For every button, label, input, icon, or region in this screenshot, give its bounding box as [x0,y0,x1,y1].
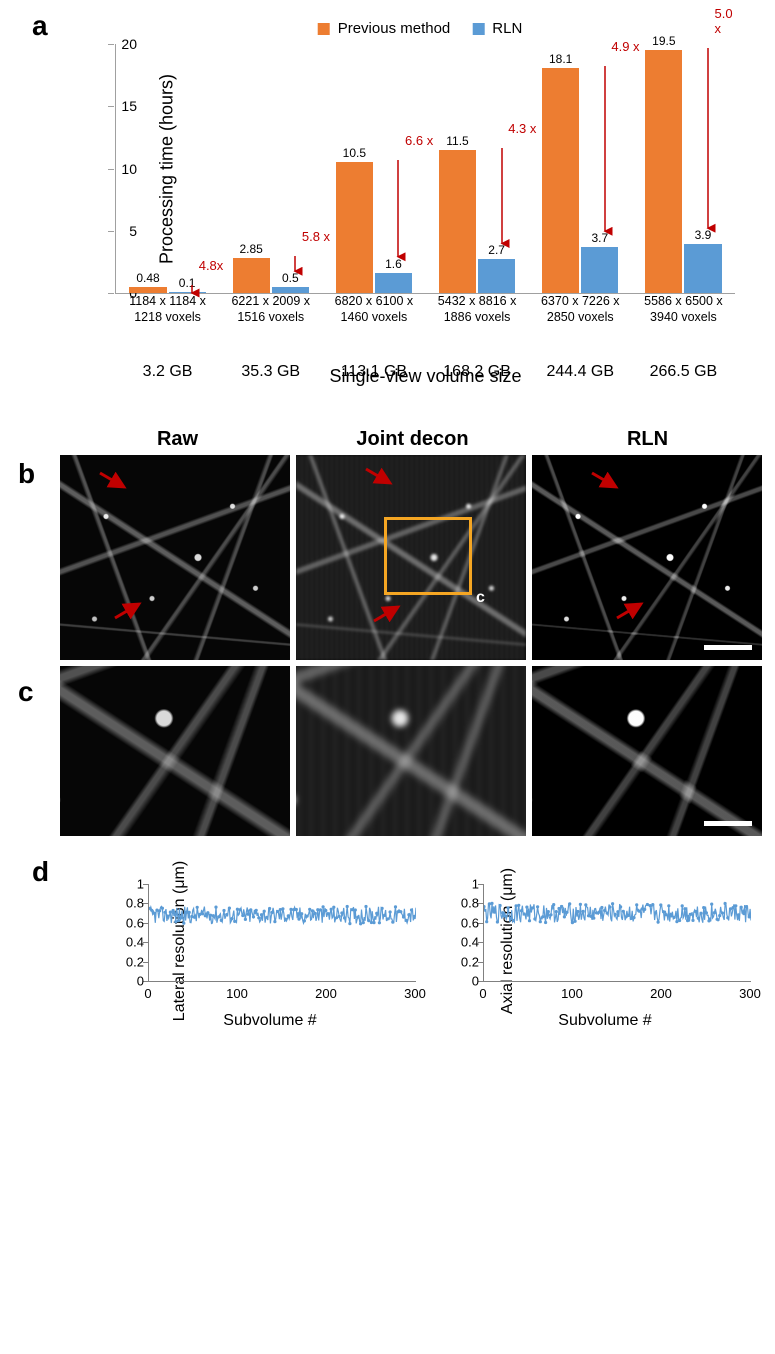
red-arrow-icon [374,603,404,623]
mini-ytick-label: 0.4 [461,935,479,950]
red-arrow-icon [100,473,130,491]
column-headers: Raw Joint decon RLN [10,428,765,451]
scalebar [704,821,752,826]
speedup-arrow-icon [601,66,621,241]
bar-rln [375,273,412,293]
processing-time-chart: Previous method RLN Processing time (hou… [85,20,755,400]
speedup-label: 5.0 x [715,6,735,36]
category-label: 1184 x 1184 x1218 voxels3.2 GB [113,293,223,382]
bar-value-label: 11.5 [439,134,476,148]
axial-resolution-plot: Axial resolution (μm) Subvolume # 00.20.… [455,876,755,1006]
speedup-label: 4.3 x [508,121,536,136]
mini-ytick-label: 0 [472,974,479,989]
micro-c-decon [296,666,526,836]
panel-a: a Previous method RLN Processing time (h… [10,10,765,410]
micro-b-rln [532,455,762,660]
resolution-trace [149,884,416,981]
chart-ylabel: Processing time (hours) [157,73,178,263]
bar-rln [478,259,515,293]
bar-value-label: 18.1 [542,52,579,66]
mini-ytick-label: 0.8 [126,896,144,911]
category-label: 6820 x 6100 x1460 voxels113.1 GB [319,293,429,382]
row-b: c [10,455,765,660]
panel-d: d Lateral resolution (μm) Subvolume # 00… [10,856,765,1051]
mini-xtick-label: 100 [561,986,583,1001]
micro-b-decon: c [296,455,526,660]
scalebar [704,645,752,650]
bar-value-label: 0.48 [129,271,166,285]
mini-xtick-label: 0 [144,986,151,1001]
ytick-label: 5 [107,223,137,239]
bar-previous [439,150,476,293]
mini-ytick-label: 0.6 [126,915,144,930]
ytick-label: 20 [107,36,137,52]
bar-value-label: 10.5 [336,146,373,160]
col-header-rln: RLN [533,428,763,451]
red-arrow-icon [366,469,396,487]
mini-xtick-label: 200 [650,986,672,1001]
bar-previous [542,68,579,293]
speedup-label: 4.9 x [611,39,639,54]
ytick-label: 10 [107,161,137,177]
mini-xtick-label: 300 [404,986,426,1001]
legend-swatch-rln [472,23,484,35]
mini-xtick-label: 0 [479,986,486,1001]
bar-previous [645,50,682,293]
panel-d-label: d [32,856,49,888]
red-arrow-icon [617,600,647,620]
bar-value-label: 19.5 [645,34,682,48]
legend-label-previous: Previous method [338,20,451,37]
mini-ytick-label: 1 [137,877,144,892]
mini-ytick-label: 0.2 [461,954,479,969]
legend-label-rln: RLN [492,20,522,37]
chart-plot-area: Processing time (hours) Single-view volu… [115,44,735,294]
bar-value-label: 2.85 [233,242,270,256]
bar-rln [684,244,721,293]
speedup-label: 6.6 x [405,133,433,148]
roi-box [384,517,472,595]
panel-a-label: a [32,10,48,42]
mini-xtick-label: 200 [315,986,337,1001]
mini-axes [483,884,751,982]
category-label: 5432 x 8816 x1886 voxels168.2 GB [422,293,532,382]
mini-xtick-label: 300 [739,986,761,1001]
mini-axes [148,884,416,982]
speedup-arrow-icon [291,256,311,281]
red-arrow-icon [592,473,622,491]
speedup-label: 4.8x [199,258,224,273]
speedup-label: 5.8 x [302,229,330,244]
mini-ytick-label: 0.6 [461,915,479,930]
row-c [10,666,765,836]
ytick-label: 15 [107,98,137,114]
mini-xtick-label: 100 [226,986,248,1001]
mini-ytick-label: 0.2 [126,954,144,969]
bar-previous [233,258,270,293]
mini-ytick-label: 0 [137,974,144,989]
panel-bc: Raw Joint decon RLN b c c [10,428,765,836]
mini-xlabel: Subvolume # [223,1012,316,1030]
speedup-arrow-icon [498,148,518,254]
red-arrow-icon [115,600,145,620]
roi-label: c [476,589,485,607]
micro-c-rln [532,666,762,836]
resolution-trace [484,884,751,981]
col-header-decon: Joint decon [298,428,528,451]
col-header-raw: Raw [63,428,293,451]
mini-ytick-label: 1 [472,877,479,892]
micro-b-raw [60,455,290,660]
mini-xlabel: Subvolume # [558,1012,651,1030]
speedup-arrow-icon [704,48,724,238]
chart-legend: Previous method RLN [318,20,523,37]
bar-rln [581,247,618,293]
bar-previous [336,162,373,293]
mini-ytick-label: 0.4 [126,935,144,950]
lateral-resolution-plot: Lateral resolution (μm) Subvolume # 00.2… [120,876,420,1006]
speedup-arrow-icon [394,160,414,267]
category-label: 6370 x 7226 x2850 voxels244.4 GB [525,293,635,382]
micro-c-raw [60,666,290,836]
category-label: 5586 x 6500 x3940 voxels266.5 GB [628,293,738,382]
category-label: 6221 x 2009 x1516 voxels35.3 GB [216,293,326,382]
mini-ytick-label: 0.8 [461,896,479,911]
legend-swatch-previous [318,23,330,35]
